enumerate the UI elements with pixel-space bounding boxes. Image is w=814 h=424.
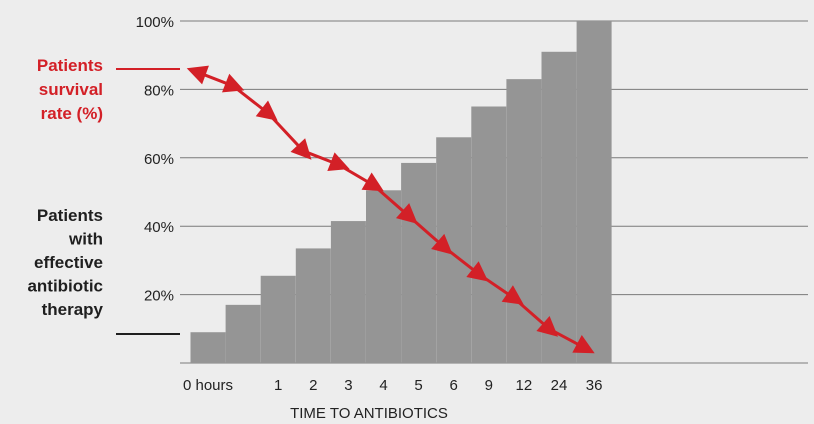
- survival-marker: [186, 65, 209, 85]
- bar: [366, 190, 401, 363]
- legend-label-survival: Patients: [37, 56, 103, 75]
- survival-marker: [466, 261, 489, 282]
- x-tick-label: 1: [274, 377, 282, 394]
- x-tick-label: 5: [414, 377, 422, 394]
- bar: [471, 106, 507, 363]
- survival-marker: [501, 285, 524, 305]
- survival-marker: [572, 335, 595, 354]
- legend-label-survival: rate (%): [41, 104, 103, 123]
- x-tick-label: 12: [516, 377, 533, 394]
- x-tick-label: 9: [485, 377, 493, 394]
- bar: [541, 51, 577, 363]
- bar: [506, 79, 542, 363]
- legend-label-effective: effective: [34, 253, 103, 272]
- y-tick-label: 20%: [144, 288, 174, 305]
- y-tick-label: 80%: [144, 82, 174, 99]
- y-tick-label: 40%: [144, 219, 174, 236]
- survival-marker: [361, 172, 384, 192]
- y-tick-label: 100%: [136, 14, 174, 31]
- survival-marker: [431, 233, 453, 255]
- survival-marker: [255, 100, 278, 121]
- survival-marker: [222, 73, 245, 93]
- bar: [576, 21, 612, 363]
- y-tick-label: 60%: [144, 151, 174, 168]
- legend-label-effective: with: [68, 230, 103, 249]
- x-tick-label: 3: [344, 377, 352, 394]
- bar: [260, 275, 296, 363]
- legend-label-survival: survival: [39, 80, 103, 99]
- x-axis-title: TIME TO ANTIBIOTICS: [290, 405, 448, 422]
- x-tick-label: 6: [450, 377, 458, 394]
- bar: [295, 248, 331, 363]
- bar: [225, 304, 261, 363]
- x-tick-label: 2: [309, 377, 317, 394]
- bar: [401, 162, 437, 363]
- bar-layer: [190, 21, 612, 363]
- x-tick-label: 4: [379, 377, 387, 394]
- survival-marker: [290, 138, 312, 160]
- x-tick-label: 36: [586, 377, 603, 394]
- legend-layer: Patients survival rate (%) Patients with effe…: [27, 56, 180, 335]
- survival-marker: [395, 203, 418, 224]
- label-layer: 20%40%60%80%100%0 hours 1 2 3 4 5 6 9 12 24 36TIME…: [136, 14, 603, 422]
- legend-label-effective: therapy: [42, 300, 104, 319]
- legend-label-effective: Patients: [37, 206, 103, 225]
- line-layer: [186, 65, 595, 354]
- bar: [190, 332, 226, 363]
- x-tick-label: 0 hours: [183, 377, 233, 394]
- survival-marker: [536, 316, 559, 337]
- x-tick-label: 24: [551, 377, 568, 394]
- bar: [330, 221, 366, 363]
- legend-label-effective: antibiotic: [27, 277, 103, 296]
- survival-marker: [327, 152, 350, 172]
